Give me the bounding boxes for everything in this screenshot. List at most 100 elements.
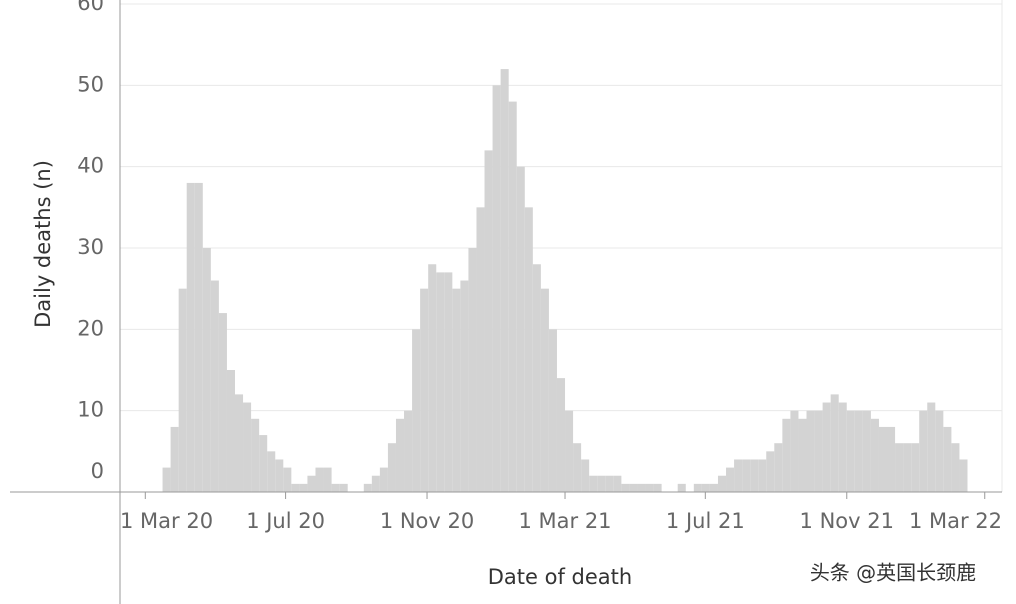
bar — [218, 313, 227, 492]
x-tick-label: 1 Nov 21 — [800, 509, 894, 533]
bar — [516, 166, 525, 492]
bar — [862, 410, 871, 492]
bar — [420, 288, 429, 492]
bar — [468, 248, 477, 492]
bar — [307, 475, 316, 492]
bar — [838, 402, 847, 492]
bar — [758, 459, 767, 492]
bar — [243, 402, 252, 492]
bar — [508, 101, 517, 492]
bar — [363, 483, 372, 492]
bar — [395, 418, 405, 492]
bar — [162, 467, 171, 492]
bar — [846, 410, 855, 492]
bar — [734, 459, 743, 492]
bar — [556, 378, 566, 492]
bar — [170, 426, 179, 492]
bar — [436, 272, 445, 492]
bar — [782, 418, 791, 492]
bar — [371, 475, 380, 492]
bar — [790, 410, 799, 492]
y-axis-title: Daily deaths (n) — [31, 160, 55, 328]
y-tick-label: 10 — [77, 398, 104, 422]
bar — [331, 483, 340, 492]
x-axis-title: Date of death — [488, 565, 632, 589]
bar — [895, 443, 904, 492]
bar — [806, 410, 815, 492]
bar — [540, 288, 549, 492]
y-tick-label: 50 — [77, 72, 104, 96]
bar — [476, 207, 485, 493]
bar — [822, 402, 831, 492]
bar — [387, 443, 396, 492]
bar — [814, 410, 823, 492]
bar — [323, 467, 332, 492]
bar — [251, 418, 260, 492]
bar — [645, 483, 654, 492]
bar — [379, 467, 388, 492]
bar — [798, 418, 807, 492]
bar — [194, 182, 203, 492]
bar — [726, 467, 735, 492]
bar — [412, 329, 421, 492]
bar — [428, 264, 437, 492]
bar — [750, 459, 759, 492]
bar — [452, 288, 461, 492]
bar — [524, 207, 533, 493]
bar — [677, 483, 686, 492]
x-tick-label: 1 Mar 22 — [909, 509, 1002, 533]
bar — [911, 443, 920, 492]
bar — [565, 410, 574, 492]
bar — [597, 475, 606, 492]
y-tick-label: 30 — [77, 235, 104, 259]
x-tick-label: 1 Mar 20 — [120, 509, 213, 533]
bar — [693, 483, 702, 492]
bar — [830, 394, 839, 492]
x-tick-label: 1 Jul 21 — [666, 509, 745, 533]
bar — [927, 402, 936, 492]
bar — [299, 483, 308, 492]
bar — [870, 418, 879, 492]
bar — [653, 483, 662, 492]
bar — [291, 483, 300, 492]
bar — [186, 182, 195, 492]
bar — [774, 443, 783, 492]
x-tick-label: 1 Jul 20 — [246, 509, 325, 533]
y-tick-label: 40 — [77, 154, 104, 178]
bar — [701, 483, 710, 492]
bar — [315, 467, 324, 492]
bar — [484, 150, 493, 492]
bar — [460, 280, 469, 492]
watermark: 头条 @英国长颈鹿 — [810, 561, 976, 585]
bar — [903, 443, 912, 492]
bar — [629, 483, 638, 492]
bar — [226, 370, 235, 492]
bar — [951, 443, 960, 492]
bar — [637, 483, 646, 492]
bar — [210, 280, 219, 492]
bar — [259, 435, 268, 492]
bar — [878, 426, 888, 492]
bar — [742, 459, 751, 492]
y-tick-label: 0 — [91, 459, 104, 483]
bar — [854, 410, 863, 492]
bar — [717, 475, 727, 492]
y-tick-label: 60 — [77, 0, 104, 15]
bar — [532, 264, 541, 492]
bar — [605, 475, 614, 492]
bar — [919, 410, 928, 492]
x-tick-label: 1 Nov 20 — [380, 509, 474, 533]
bar — [500, 69, 509, 493]
x-tick-label: 1 Mar 21 — [518, 509, 611, 533]
y-tick-label: 20 — [77, 316, 104, 340]
bar — [613, 475, 622, 492]
bar — [492, 85, 501, 492]
bar — [766, 451, 775, 492]
bar — [581, 459, 590, 492]
bar — [935, 410, 944, 492]
bar — [444, 272, 453, 492]
bar — [339, 483, 348, 492]
bar — [202, 248, 211, 492]
